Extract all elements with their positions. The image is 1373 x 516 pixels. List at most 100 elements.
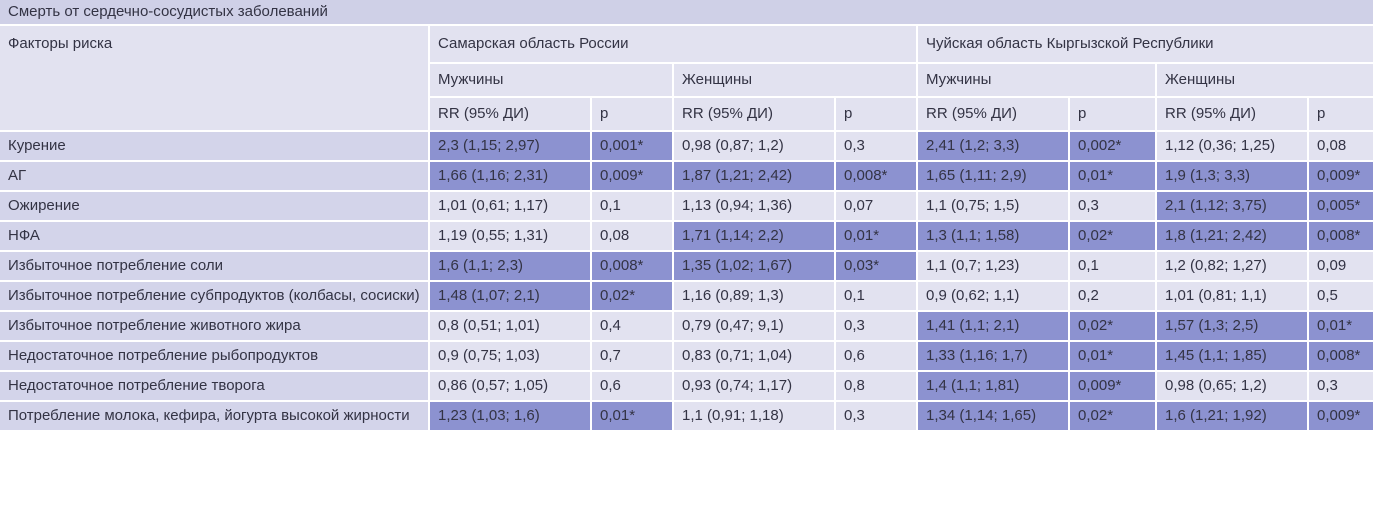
p-value-cell: 0,1 <box>836 282 916 310</box>
p-value-cell: 0,02* <box>592 282 672 310</box>
p-value-cell: 0,3 <box>836 132 916 160</box>
p-value-cell: 0,01* <box>836 222 916 250</box>
p-value-cell: 0,008* <box>1309 222 1373 250</box>
p-value-cell: 0,5 <box>1309 282 1373 310</box>
p-value-cell: 0,02* <box>1070 312 1155 340</box>
rr-value-cell: 1,9 (1,3; 3,3) <box>1157 162 1307 190</box>
samara-men-header: Мужчины <box>430 64 672 96</box>
rr-value-cell: 0,93 (0,74; 1,17) <box>674 372 834 400</box>
p-header: р <box>592 98 672 130</box>
rr-header: RR (95% ДИ) <box>1157 98 1307 130</box>
rr-value-cell: 1,87 (1,21; 2,42) <box>674 162 834 190</box>
rr-value-cell: 2,1 (1,12; 3,75) <box>1157 192 1307 220</box>
rr-value-cell: 1,16 (0,89; 1,3) <box>674 282 834 310</box>
header-row-metrics: RR (95% ДИ) р RR (95% ДИ) р RR (95% ДИ) … <box>0 98 1373 130</box>
header-row-regions: Факторы риска Самарская область России Ч… <box>0 26 1373 130</box>
rr-value-cell: 1,45 (1,1; 1,85) <box>1157 342 1307 370</box>
title-row: Смерть от сердечно-сосудистых заболевани… <box>0 0 1373 24</box>
table-row: Ожирение 1,01 (0,61; 1,17) 0,1 1,13 (0,94; … <box>0 192 1373 220</box>
rr-header: RR (95% ДИ) <box>918 98 1068 130</box>
rr-value-cell: 1,01 (0,61; 1,17) <box>430 192 590 220</box>
rr-value-cell: 1,6 (1,1; 2,3) <box>430 252 590 280</box>
p-header: р <box>836 98 916 130</box>
rr-value-cell: 0,98 (0,65; 1,2) <box>1157 372 1307 400</box>
p-value-cell: 0,01* <box>592 402 672 430</box>
rr-value-cell: 0,8 (0,51; 1,01) <box>430 312 590 340</box>
rr-value-cell: 1,6 (1,21; 1,92) <box>1157 402 1307 430</box>
p-value-cell: 0,3 <box>1070 192 1155 220</box>
chui-men-header: Мужчины <box>918 64 1155 96</box>
table-row: Недостаточное потребление творога 0,86 (0… <box>0 372 1373 400</box>
table-row: Недостаточное потребление рыбопродуктов 0… <box>0 342 1373 370</box>
header-row-sex: Мужчины Женщины Мужчины Женщины <box>0 64 1373 96</box>
rr-value-cell: 1,3 (1,1; 1,58) <box>918 222 1068 250</box>
p-value-cell: 0,005* <box>1309 192 1373 220</box>
rr-header: RR (95% ДИ) <box>430 98 590 130</box>
rr-value-cell: 1,71 (1,14; 2,2) <box>674 222 834 250</box>
p-value-cell: 0,4 <box>592 312 672 340</box>
p-value-cell: 0,1 <box>1070 252 1155 280</box>
p-value-cell: 0,3 <box>836 312 916 340</box>
p-value-cell: 0,3 <box>1309 372 1373 400</box>
rr-value-cell: 1,23 (1,03; 1,6) <box>430 402 590 430</box>
p-value-cell: 0,009* <box>1309 162 1373 190</box>
risk-factor-label: Курение <box>0 132 428 160</box>
rr-value-cell: 1,1 (0,91; 1,18) <box>674 402 834 430</box>
rr-value-cell: 1,48 (1,07; 2,1) <box>430 282 590 310</box>
rr-value-cell: 1,66 (1,16; 2,31) <box>430 162 590 190</box>
risk-factor-label: НФА <box>0 222 428 250</box>
table-row: Избыточное потребление субпродуктов (кол… <box>0 282 1373 310</box>
p-value-cell: 0,01* <box>1309 312 1373 340</box>
risk-factor-label: Недостаточное потребление рыбопродуктов <box>0 342 428 370</box>
p-value-cell: 0,08 <box>592 222 672 250</box>
p-value-cell: 0,01* <box>1070 342 1155 370</box>
p-value-cell: 0,01* <box>1070 162 1155 190</box>
p-value-cell: 0,3 <box>836 402 916 430</box>
p-value-cell: 0,008* <box>836 162 916 190</box>
table-row: Потребление молока, кефира, йогурта высо… <box>0 402 1373 430</box>
table-row: АГ 1,66 (1,16; 2,31) 0,009* 1,87 (1,21; 2,4… <box>0 162 1373 190</box>
rr-value-cell: 1,8 (1,21; 2,42) <box>1157 222 1307 250</box>
p-value-cell: 0,009* <box>1070 372 1155 400</box>
rr-value-cell: 1,4 (1,1; 1,81) <box>918 372 1068 400</box>
rr-value-cell: 2,41 (1,2; 3,3) <box>918 132 1068 160</box>
p-value-cell: 0,009* <box>1309 402 1373 430</box>
risk-factors-table: Смерть от сердечно-сосудистых заболевани… <box>0 0 1373 430</box>
rr-value-cell: 1,12 (0,36; 1,25) <box>1157 132 1307 160</box>
p-value-cell: 0,1 <box>592 192 672 220</box>
p-value-cell: 0,08 <box>1309 132 1373 160</box>
chui-women-header: Женщины <box>1157 64 1373 96</box>
rr-value-cell: 1,35 (1,02; 1,67) <box>674 252 834 280</box>
p-value-cell: 0,7 <box>592 342 672 370</box>
p-value-cell: 0,009* <box>592 162 672 190</box>
rr-value-cell: 1,19 (0,55; 1,31) <box>430 222 590 250</box>
rr-value-cell: 0,9 (0,62; 1,1) <box>918 282 1068 310</box>
rr-value-cell: 2,3 (1,15; 2,97) <box>430 132 590 160</box>
risk-factors-header: Факторы риска <box>0 26 428 130</box>
table-row: Избыточное потребление животного жира 0,8… <box>0 312 1373 340</box>
rr-value-cell: 1,41 (1,1; 2,1) <box>918 312 1068 340</box>
table-row: НФА 1,19 (0,55; 1,31) 0,08 1,71 (1,14; 2,2)… <box>0 222 1373 250</box>
table-row: Курение 2,3 (1,15; 2,97) 0,001* 0,98 (0,87;… <box>0 132 1373 160</box>
risk-factor-label: Избыточное потребление соли <box>0 252 428 280</box>
p-value-cell: 0,002* <box>1070 132 1155 160</box>
rr-value-cell: 1,2 (0,82; 1,27) <box>1157 252 1307 280</box>
rr-value-cell: 0,79 (0,47; 9,1) <box>674 312 834 340</box>
risk-factor-label: Ожирение <box>0 192 428 220</box>
p-value-cell: 0,09 <box>1309 252 1373 280</box>
p-header: р <box>1070 98 1155 130</box>
rr-value-cell: 1,33 (1,16; 1,7) <box>918 342 1068 370</box>
p-value-cell: 0,008* <box>1309 342 1373 370</box>
p-value-cell: 0,07 <box>836 192 916 220</box>
rr-value-cell: 1,1 (0,75; 1,5) <box>918 192 1068 220</box>
p-value-cell: 0,03* <box>836 252 916 280</box>
rr-value-cell: 0,83 (0,71; 1,04) <box>674 342 834 370</box>
p-value-cell: 0,008* <box>592 252 672 280</box>
p-value-cell: 0,02* <box>1070 222 1155 250</box>
rr-value-cell: 1,57 (1,3; 2,5) <box>1157 312 1307 340</box>
p-value-cell: 0,6 <box>592 372 672 400</box>
rr-value-cell: 1,13 (0,94; 1,36) <box>674 192 834 220</box>
rr-value-cell: 1,65 (1,11; 2,9) <box>918 162 1068 190</box>
table-title: Смерть от сердечно-сосудистых заболевани… <box>0 0 1373 24</box>
rr-value-cell: 1,01 (0,81; 1,1) <box>1157 282 1307 310</box>
